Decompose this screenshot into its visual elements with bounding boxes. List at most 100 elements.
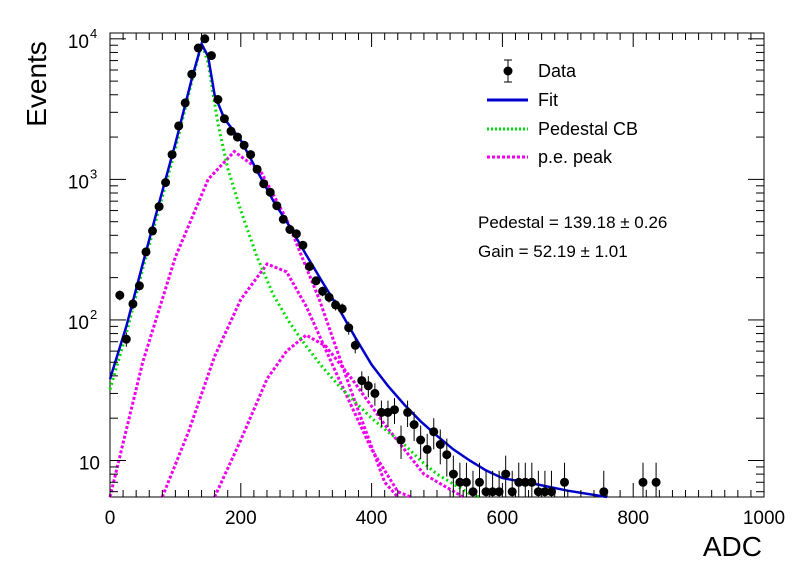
data-point	[461, 477, 471, 487]
y-axis-title: Events	[21, 41, 52, 127]
data-point	[507, 487, 517, 497]
data-point	[337, 304, 347, 314]
y-tick-exponent: 3	[90, 166, 97, 181]
y-tick-label: 10	[68, 172, 89, 193]
data-point	[363, 381, 373, 391]
data-point	[429, 427, 439, 437]
legend-item-data: Data	[503, 59, 577, 83]
data-point	[344, 323, 354, 333]
data-point	[488, 487, 498, 497]
data-point	[324, 292, 334, 302]
data-point	[651, 477, 661, 487]
data-point	[318, 286, 328, 296]
legend-label-data: Data	[538, 61, 577, 81]
data-point	[259, 179, 269, 189]
x-tick-label: 600	[487, 508, 519, 529]
data-point	[213, 95, 223, 104]
data-point	[357, 376, 367, 386]
data-point	[174, 121, 184, 131]
data-point	[226, 126, 236, 136]
data-point	[370, 388, 380, 398]
data-point	[193, 43, 203, 53]
data-point	[187, 69, 197, 79]
fit-curves	[108, 38, 608, 499]
data-point	[167, 150, 177, 160]
data-point	[514, 477, 524, 487]
legend: Data Fit Pedestal CB p.e. peak	[487, 59, 638, 167]
data-point	[246, 150, 256, 160]
data-points	[115, 34, 661, 497]
data-point	[278, 214, 288, 224]
data-point	[638, 477, 648, 487]
legend-item-pe-peak: p.e. peak	[487, 147, 613, 167]
data-point	[481, 487, 491, 497]
y-tick-exponent: 4	[90, 26, 97, 41]
data-point	[331, 300, 341, 310]
legend-label-pe-peak: p.e. peak	[538, 147, 613, 167]
annotation-pedestal: Pedestal = 139.18 ± 0.26	[478, 213, 667, 232]
data-point	[128, 299, 138, 309]
data-point	[409, 420, 419, 430]
data-point	[180, 98, 190, 108]
data-point	[291, 229, 301, 239]
fit-curve	[108, 40, 608, 499]
data-point	[442, 450, 452, 460]
annotation-gain: Gain = 52.19 ± 1.01	[478, 242, 628, 261]
data-point	[219, 114, 229, 124]
data-point	[540, 487, 550, 497]
data-point	[148, 226, 157, 236]
x-tick-label: 1000	[743, 508, 785, 529]
data-point	[311, 276, 321, 286]
data-point	[422, 444, 432, 454]
data-point	[376, 407, 386, 417]
x-axis-title: ADC	[703, 531, 762, 562]
data-point	[448, 469, 458, 479]
data-point	[252, 164, 262, 174]
data-point	[285, 225, 295, 234]
data-point	[272, 201, 282, 211]
data-point	[298, 240, 308, 250]
data-point	[200, 34, 210, 44]
legend-label-fit: Fit	[538, 90, 558, 110]
data-point	[206, 51, 216, 61]
y-tick-label: 10	[68, 313, 89, 334]
y-tick-exponent: 2	[90, 307, 97, 322]
y-tick-label: 10	[79, 454, 100, 475]
data-point	[527, 477, 537, 487]
plot-area	[109, 32, 765, 498]
data-point	[455, 477, 465, 487]
x-tick-label: 200	[225, 508, 257, 529]
data-point	[468, 487, 478, 497]
data-point	[494, 487, 504, 497]
x-tick-label: 800	[617, 508, 649, 529]
data-point	[141, 247, 151, 257]
data-point	[350, 340, 360, 350]
data-point	[560, 477, 569, 487]
data-point	[134, 281, 144, 291]
legend-item-pedestal-cb: Pedestal CB	[487, 119, 638, 139]
data-point	[161, 178, 171, 187]
data-point	[475, 477, 484, 487]
data-point	[599, 487, 609, 497]
data-point	[121, 334, 131, 344]
data-point	[533, 487, 543, 497]
x-tick-label: 400	[356, 508, 388, 529]
data-point	[416, 435, 426, 445]
data-point	[239, 140, 249, 150]
pe-peak-curve-2	[160, 262, 412, 499]
data-point	[265, 187, 275, 197]
data-point	[520, 477, 530, 487]
legend-item-fit: Fit	[487, 90, 558, 110]
data-point	[154, 202, 164, 212]
data-point	[403, 407, 413, 417]
legend-label-pedestal-cb: Pedestal CB	[538, 119, 638, 139]
data-point	[305, 262, 314, 271]
data-point	[435, 440, 445, 449]
data-point	[115, 290, 125, 300]
y-tick-label: 10	[68, 32, 89, 53]
data-point	[396, 435, 406, 445]
x-ticks: 0 200 400 600 800 1000	[105, 33, 785, 529]
data-point	[501, 469, 511, 479]
